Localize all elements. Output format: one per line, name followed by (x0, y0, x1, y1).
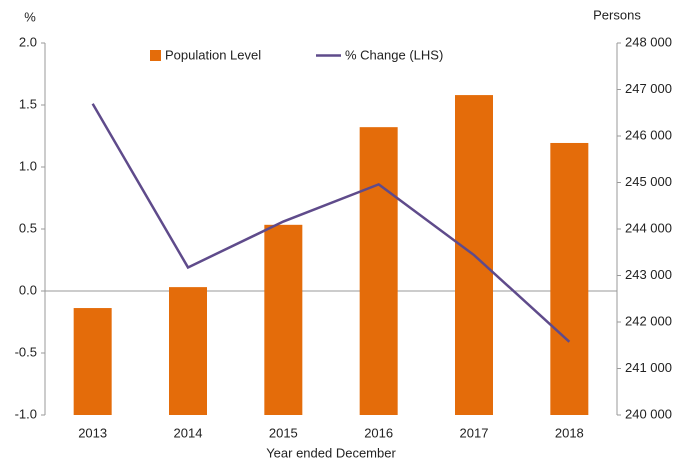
legend-label: % Change (LHS) (345, 47, 443, 62)
y2-tick-label: 243 000 (625, 267, 672, 282)
y2-tick-label: 242 000 (625, 313, 672, 328)
y2-tick-label: 240 000 (625, 406, 672, 421)
y-tick-label: -1.0 (15, 406, 37, 421)
x-tick-label: 2017 (460, 425, 489, 440)
y2-tick-label: 245 000 (625, 174, 672, 189)
bar (359, 127, 398, 415)
bar (169, 287, 207, 415)
y-axis-title: % (24, 9, 36, 24)
x-tick-label: 2014 (174, 425, 203, 440)
x-tick-label: 2015 (269, 425, 298, 440)
bar (550, 142, 589, 415)
y-tick-label: 1.5 (19, 96, 37, 111)
y-tick-label: 1.0 (19, 158, 37, 173)
y2-axis-title: Persons (593, 7, 641, 22)
y-tick-label: 2.0 (19, 34, 37, 49)
y2-tick-label: 246 000 (625, 127, 672, 142)
y-tick-label: 0.0 (19, 282, 37, 297)
legend-label: Population Level (165, 47, 261, 62)
x-tick-label: 2018 (555, 425, 584, 440)
x-tick-label: 2016 (364, 425, 393, 440)
y2-tick-label: 247 000 (625, 81, 672, 96)
y2-tick-label: 241 000 (625, 360, 672, 375)
bar (264, 224, 303, 415)
y2-tick-label: 244 000 (625, 220, 672, 235)
x-tick-label: 2013 (78, 425, 107, 440)
bar (73, 308, 112, 415)
y-tick-label: 0.5 (19, 220, 37, 235)
x-axis-title: Year ended December (266, 445, 396, 460)
y2-tick-label: 248 000 (625, 34, 672, 49)
y-tick-label: -0.5 (15, 344, 37, 359)
line (91, 103, 571, 343)
legend-swatch (150, 50, 161, 61)
